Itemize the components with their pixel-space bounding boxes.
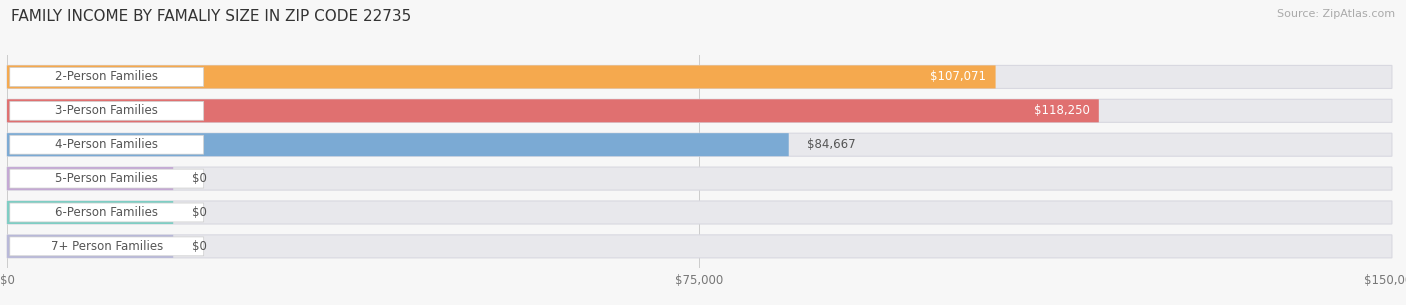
Text: 7+ Person Families: 7+ Person Families — [51, 240, 163, 253]
FancyBboxPatch shape — [7, 167, 1392, 190]
FancyBboxPatch shape — [10, 169, 204, 188]
Text: Source: ZipAtlas.com: Source: ZipAtlas.com — [1277, 9, 1395, 19]
Text: $107,071: $107,071 — [931, 70, 987, 84]
Text: $0: $0 — [191, 172, 207, 185]
Text: 2-Person Families: 2-Person Families — [55, 70, 159, 84]
Text: $118,250: $118,250 — [1033, 104, 1090, 117]
FancyBboxPatch shape — [7, 99, 1392, 122]
FancyBboxPatch shape — [7, 133, 1392, 156]
Text: $84,667: $84,667 — [807, 138, 856, 151]
FancyBboxPatch shape — [10, 203, 204, 222]
Text: 3-Person Families: 3-Person Families — [55, 104, 159, 117]
FancyBboxPatch shape — [7, 133, 789, 156]
FancyBboxPatch shape — [7, 235, 173, 258]
FancyBboxPatch shape — [10, 67, 204, 86]
FancyBboxPatch shape — [7, 235, 1392, 258]
FancyBboxPatch shape — [7, 99, 1099, 122]
Text: 5-Person Families: 5-Person Families — [55, 172, 159, 185]
Text: $0: $0 — [191, 240, 207, 253]
Text: $0: $0 — [191, 206, 207, 219]
FancyBboxPatch shape — [7, 65, 995, 88]
Text: 6-Person Families: 6-Person Families — [55, 206, 159, 219]
Text: 4-Person Families: 4-Person Families — [55, 138, 159, 151]
FancyBboxPatch shape — [10, 101, 204, 120]
FancyBboxPatch shape — [7, 201, 173, 224]
FancyBboxPatch shape — [10, 237, 204, 256]
Text: FAMILY INCOME BY FAMALIY SIZE IN ZIP CODE 22735: FAMILY INCOME BY FAMALIY SIZE IN ZIP COD… — [11, 9, 412, 24]
FancyBboxPatch shape — [10, 135, 204, 154]
FancyBboxPatch shape — [7, 201, 1392, 224]
FancyBboxPatch shape — [7, 167, 173, 190]
FancyBboxPatch shape — [7, 65, 1392, 88]
